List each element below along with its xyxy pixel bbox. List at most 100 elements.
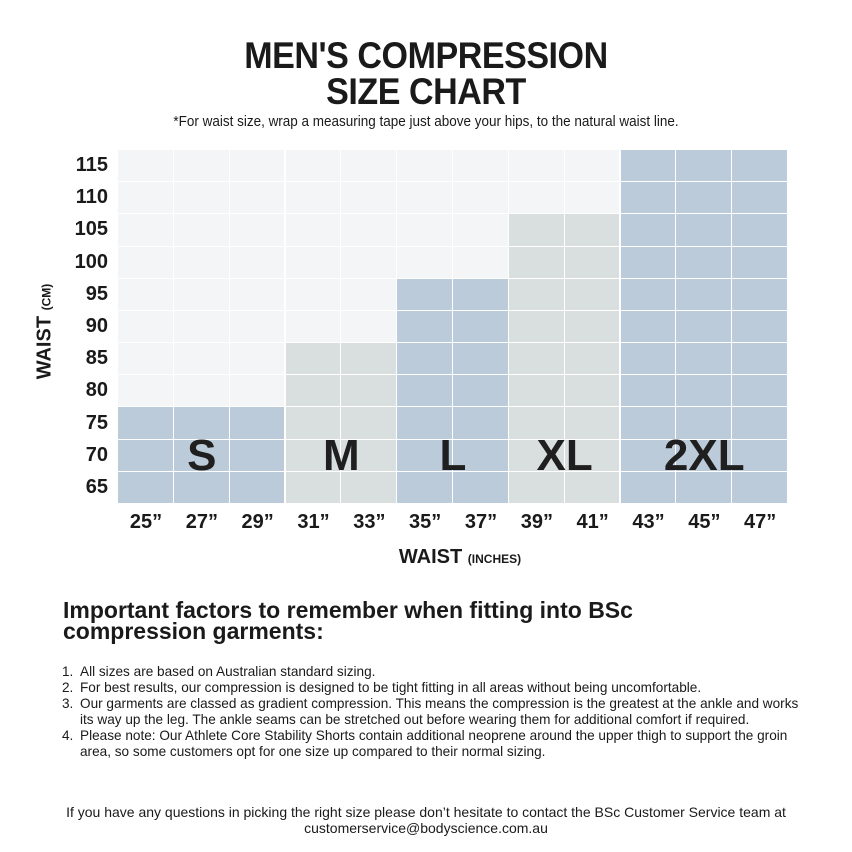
grid-cell xyxy=(732,246,788,279)
x-tick-label: 37” xyxy=(464,511,498,533)
grid-cell xyxy=(173,246,230,279)
grid-cell xyxy=(732,407,788,440)
grid-cell xyxy=(397,471,453,504)
list-text: For best results, our compression is des… xyxy=(80,680,702,695)
grid-cell xyxy=(620,310,677,344)
size-label-l: L xyxy=(439,430,467,480)
grid-cell xyxy=(229,150,286,183)
grid-cell xyxy=(508,278,565,311)
factors-heading: Important factors to remember when fitti… xyxy=(63,597,633,644)
grid-cell xyxy=(564,343,621,376)
x-axis-unit: (INCHES) xyxy=(467,552,522,566)
grid-cell xyxy=(173,150,230,183)
grid-cell xyxy=(285,310,342,344)
grid-cell xyxy=(341,150,398,183)
grid-cell xyxy=(118,150,174,183)
y-tick-label: 65 xyxy=(85,475,108,498)
y-tick-label: 110 xyxy=(75,186,108,209)
x-tick-label: 45” xyxy=(688,511,721,533)
subtitle-note: *For waist size, wrap a measuring tape j… xyxy=(173,114,679,130)
grid-cell xyxy=(229,214,286,247)
y-tick-label: 80 xyxy=(85,379,108,402)
grid-cell xyxy=(564,310,621,344)
grid-cell xyxy=(676,246,733,279)
support-email-link[interactable]: customerservice@bodyscience.com.au xyxy=(304,820,548,836)
grid-cell xyxy=(676,407,733,440)
grid-cell xyxy=(620,246,677,279)
grid-cell xyxy=(732,214,788,247)
grid-cell xyxy=(229,343,286,376)
x-tick-label: 31” xyxy=(297,511,330,533)
grid-cell xyxy=(508,150,565,183)
x-tick-label: 43” xyxy=(632,511,665,533)
grid-cell xyxy=(508,246,565,279)
list-number: 1. xyxy=(62,664,74,679)
grid-cell xyxy=(229,246,286,279)
grid-cell xyxy=(118,375,174,408)
x-tick-label: 35” xyxy=(409,511,442,533)
grid-cell xyxy=(732,375,788,408)
grid-cell xyxy=(564,375,621,408)
grid-cell xyxy=(397,310,453,344)
grid-cell xyxy=(173,310,230,344)
y-tick-label: 100 xyxy=(74,250,108,273)
grid-cell xyxy=(676,214,733,247)
grid-cell xyxy=(620,439,677,472)
footer-contact: If you have any questions in picking the… xyxy=(0,804,852,836)
grid-cell xyxy=(508,375,565,408)
grid-cell xyxy=(118,278,174,311)
y-tick-label: 105 xyxy=(74,218,108,241)
grid-cell xyxy=(341,407,398,440)
grid-cell xyxy=(620,407,677,440)
grid-cell xyxy=(397,407,453,440)
x-axis-label: WAIST (INCHES) xyxy=(0,546,852,569)
grid-cell xyxy=(229,375,286,408)
grid-cell xyxy=(397,439,453,472)
grid-cell xyxy=(229,310,286,344)
grid-cell xyxy=(397,343,453,376)
grid-cell xyxy=(285,375,342,408)
x-tick-label: 47” xyxy=(744,511,777,533)
grid-cell xyxy=(732,343,788,376)
list-text: Our garments are classed as gradient com… xyxy=(80,696,799,727)
grid-cell xyxy=(341,182,398,215)
y-tick-label: 75 xyxy=(85,411,108,434)
y-tick-label: 115 xyxy=(75,154,108,177)
grid-cell xyxy=(341,214,398,247)
grid-cell xyxy=(341,439,398,472)
grid-cell xyxy=(564,439,621,472)
grid-cell xyxy=(453,439,509,472)
size-label-s: S xyxy=(187,430,217,480)
grid-cell xyxy=(564,214,621,247)
grid-cell xyxy=(620,375,677,408)
grid-cell xyxy=(285,278,342,311)
grid-cell xyxy=(341,471,398,504)
factors-list: 1. All sizes are based on Australian stan… xyxy=(62,664,802,760)
x-tick-label: 33” xyxy=(353,511,386,533)
grid-cell xyxy=(118,246,174,279)
grid-cell xyxy=(397,214,453,247)
grid-cell xyxy=(564,182,621,215)
grid-cell xyxy=(173,471,230,504)
grid-cell xyxy=(564,278,621,311)
grid-cell xyxy=(453,214,509,247)
list-text: Please note: Our Athlete Core Stability … xyxy=(80,728,788,759)
grid-cell xyxy=(676,343,733,376)
grid-cell xyxy=(453,150,509,183)
grid-cell xyxy=(564,407,621,440)
grid-cell xyxy=(732,310,788,344)
grid-cell xyxy=(285,214,342,247)
title-line-1: MEN'S COMPRESSION xyxy=(244,35,608,76)
grid-cell xyxy=(453,310,509,344)
list-number: 3. xyxy=(62,696,74,711)
grid-cell xyxy=(229,407,286,440)
grid-cell xyxy=(341,278,398,311)
grid-cell xyxy=(676,278,733,311)
y-axis-title: WAIST xyxy=(33,315,56,380)
y-tick-label: 95 xyxy=(85,282,108,305)
grid-cell xyxy=(173,439,230,472)
grid-cell xyxy=(285,182,342,215)
grid-cell xyxy=(397,246,453,279)
grid-cell xyxy=(173,182,230,215)
list-number: 2. xyxy=(62,680,74,695)
